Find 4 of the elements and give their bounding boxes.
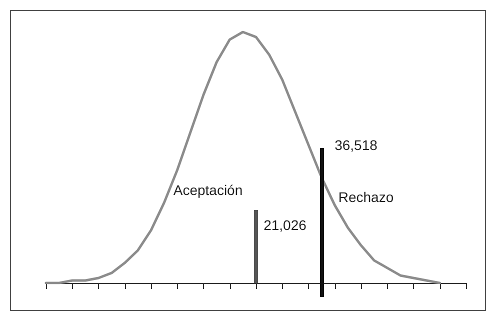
annotation: Aceptación bbox=[173, 182, 243, 198]
annotation: Rechazo bbox=[338, 189, 394, 205]
annotation: 21,026 bbox=[264, 217, 306, 233]
annotation: 36,518 bbox=[334, 137, 378, 153]
